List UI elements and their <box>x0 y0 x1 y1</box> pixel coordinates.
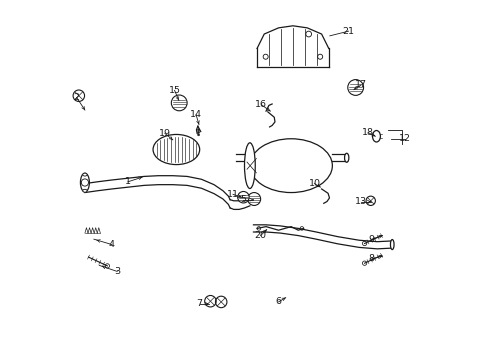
Circle shape <box>197 131 199 134</box>
Text: 16: 16 <box>255 100 267 109</box>
Text: 20: 20 <box>254 231 266 240</box>
Ellipse shape <box>249 139 332 193</box>
Text: 4: 4 <box>109 240 115 249</box>
Text: 19: 19 <box>159 129 170 138</box>
Circle shape <box>171 95 187 111</box>
Text: 5: 5 <box>240 195 246 204</box>
Text: 15: 15 <box>168 86 180 95</box>
Text: 17: 17 <box>354 81 366 90</box>
Text: 12: 12 <box>398 134 410 143</box>
Ellipse shape <box>153 134 199 165</box>
Circle shape <box>347 80 363 95</box>
Ellipse shape <box>82 189 87 192</box>
Ellipse shape <box>82 173 87 176</box>
Ellipse shape <box>344 153 348 162</box>
Ellipse shape <box>389 239 393 249</box>
Text: 1: 1 <box>125 177 131 186</box>
Text: 2: 2 <box>74 93 80 102</box>
Ellipse shape <box>244 143 255 189</box>
Text: 9: 9 <box>368 235 374 244</box>
Text: 6: 6 <box>275 297 281 306</box>
Ellipse shape <box>80 173 89 192</box>
Text: 21: 21 <box>342 27 354 36</box>
Circle shape <box>197 129 199 131</box>
Text: 10: 10 <box>308 179 320 188</box>
Text: 11: 11 <box>226 190 239 199</box>
Text: 13: 13 <box>354 197 366 206</box>
Text: 8: 8 <box>368 255 374 264</box>
Text: 14: 14 <box>190 110 202 119</box>
Circle shape <box>237 192 249 203</box>
Text: 18: 18 <box>362 128 373 137</box>
Text: 7: 7 <box>196 299 202 308</box>
Circle shape <box>247 193 260 206</box>
Circle shape <box>197 134 199 136</box>
Ellipse shape <box>372 131 380 142</box>
Text: 3: 3 <box>114 267 120 276</box>
